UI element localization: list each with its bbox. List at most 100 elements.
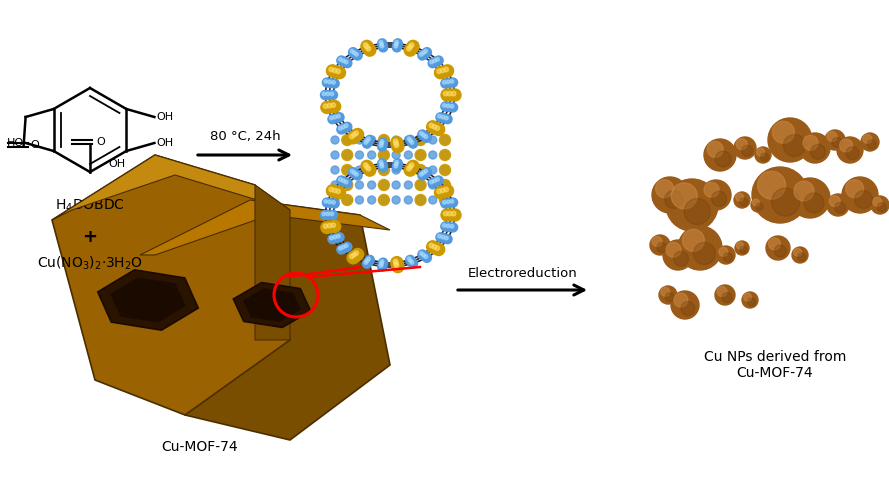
Circle shape <box>446 200 450 204</box>
Circle shape <box>436 178 439 181</box>
Circle shape <box>331 136 339 144</box>
Circle shape <box>773 121 795 143</box>
Circle shape <box>406 46 411 51</box>
Circle shape <box>415 149 426 160</box>
Circle shape <box>409 259 418 268</box>
Circle shape <box>752 167 808 223</box>
Circle shape <box>438 66 450 78</box>
Text: Cu(NO$_3$)$_2$·3H$_2$O: Cu(NO$_3$)$_2$·3H$_2$O <box>37 255 143 273</box>
Circle shape <box>380 166 388 174</box>
Circle shape <box>331 103 335 107</box>
Polygon shape <box>140 200 390 255</box>
Circle shape <box>326 65 339 77</box>
Circle shape <box>427 241 438 253</box>
Circle shape <box>352 171 356 174</box>
Circle shape <box>659 286 677 304</box>
Circle shape <box>364 257 372 266</box>
Circle shape <box>432 245 436 249</box>
Circle shape <box>380 260 384 263</box>
Circle shape <box>331 196 339 204</box>
Circle shape <box>752 199 759 206</box>
Circle shape <box>719 247 728 256</box>
Circle shape <box>330 66 342 78</box>
Circle shape <box>734 192 750 208</box>
Circle shape <box>868 140 877 149</box>
Circle shape <box>444 91 448 96</box>
Circle shape <box>378 260 387 269</box>
Text: 80 °C, 24h: 80 °C, 24h <box>210 130 280 143</box>
Circle shape <box>829 195 840 206</box>
Circle shape <box>363 162 374 174</box>
Circle shape <box>665 293 674 302</box>
Circle shape <box>350 169 354 173</box>
Circle shape <box>333 235 337 239</box>
Circle shape <box>420 53 423 56</box>
Circle shape <box>417 151 425 159</box>
Circle shape <box>441 199 450 208</box>
Circle shape <box>825 130 845 150</box>
Circle shape <box>379 138 388 147</box>
Circle shape <box>404 181 412 189</box>
Circle shape <box>421 171 425 174</box>
Circle shape <box>422 133 431 142</box>
Circle shape <box>444 222 453 231</box>
Circle shape <box>842 177 878 213</box>
Polygon shape <box>255 185 290 340</box>
Circle shape <box>768 118 812 162</box>
Text: H$_4$DOBDC: H$_4$DOBDC <box>55 198 125 215</box>
Circle shape <box>329 187 333 192</box>
Circle shape <box>447 211 452 216</box>
Circle shape <box>321 91 330 100</box>
Circle shape <box>748 298 756 306</box>
Circle shape <box>322 212 325 216</box>
Circle shape <box>800 133 830 163</box>
Circle shape <box>380 162 383 166</box>
Circle shape <box>378 159 387 168</box>
Circle shape <box>380 196 388 204</box>
Circle shape <box>353 171 362 180</box>
Circle shape <box>407 137 416 146</box>
Circle shape <box>429 60 433 64</box>
Circle shape <box>433 124 444 136</box>
Circle shape <box>331 223 335 228</box>
Circle shape <box>356 181 364 189</box>
Circle shape <box>343 181 351 189</box>
Circle shape <box>351 49 360 58</box>
Circle shape <box>333 115 337 119</box>
Circle shape <box>441 136 449 144</box>
Circle shape <box>339 126 342 130</box>
Circle shape <box>354 251 358 255</box>
Circle shape <box>379 180 389 191</box>
Circle shape <box>326 92 330 96</box>
Circle shape <box>428 151 436 159</box>
Circle shape <box>427 121 438 133</box>
Circle shape <box>711 191 726 206</box>
Circle shape <box>717 286 727 297</box>
Polygon shape <box>98 270 198 330</box>
Circle shape <box>766 236 790 260</box>
Circle shape <box>321 210 330 219</box>
Circle shape <box>330 79 340 88</box>
Circle shape <box>792 247 808 263</box>
Polygon shape <box>52 155 290 415</box>
Circle shape <box>364 163 368 167</box>
Circle shape <box>452 91 456 96</box>
Circle shape <box>444 198 453 207</box>
Circle shape <box>735 193 743 201</box>
Circle shape <box>404 196 412 204</box>
Circle shape <box>352 128 364 140</box>
Circle shape <box>367 137 371 140</box>
Circle shape <box>415 180 426 191</box>
Circle shape <box>439 234 449 243</box>
Circle shape <box>441 89 453 101</box>
Circle shape <box>441 166 449 174</box>
Circle shape <box>368 136 376 144</box>
Circle shape <box>406 167 411 171</box>
Circle shape <box>365 255 374 264</box>
Circle shape <box>655 180 674 198</box>
Circle shape <box>444 67 448 72</box>
Circle shape <box>326 185 339 197</box>
Circle shape <box>404 164 416 176</box>
Circle shape <box>450 80 453 83</box>
Circle shape <box>341 149 353 160</box>
